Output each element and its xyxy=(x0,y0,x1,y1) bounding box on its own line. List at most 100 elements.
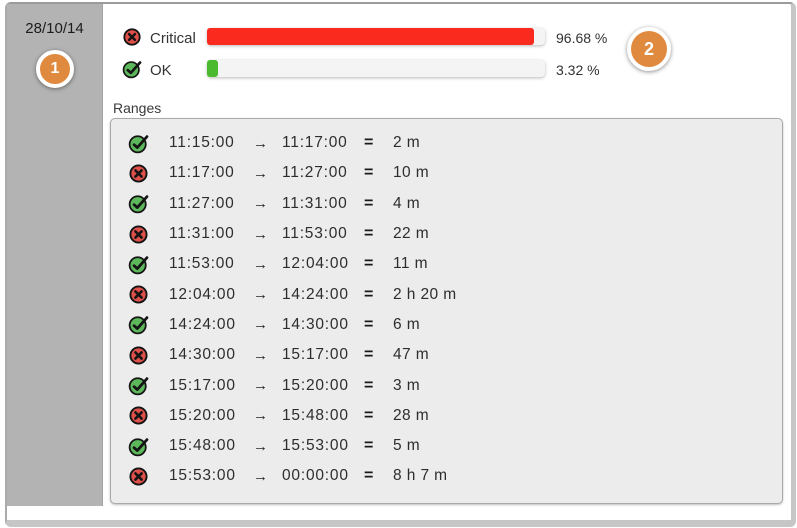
range-end-time: 14:24:00 xyxy=(282,285,349,303)
status-critical-icon xyxy=(122,27,142,47)
range-row: 15:53:00 → 00:00:00 = 8 h 7 m xyxy=(128,461,782,491)
range-duration: 3 m xyxy=(393,376,421,394)
ranges-panel: 11:15:00 → 11:17:00 = 2 m 11:17:00 → 11:… xyxy=(110,118,783,504)
range-end-time: 11:53:00 xyxy=(282,225,348,243)
range-end-time: 00:00:00 xyxy=(282,467,349,485)
range-row: 11:31:00 → 11:53:00 = 22 m xyxy=(128,219,782,249)
range-end-time: 11:17:00 xyxy=(282,134,348,152)
range-start-time: 15:48:00 xyxy=(169,437,236,455)
range-end-time: 14:30:00 xyxy=(282,315,349,333)
equals-icon: = xyxy=(364,406,374,424)
status-ok-icon xyxy=(128,436,149,457)
range-row: 15:20:00 → 15:48:00 = 28 m xyxy=(128,401,782,431)
equals-icon: = xyxy=(364,346,374,364)
status-ok-icon xyxy=(128,314,149,335)
range-start-time: 12:04:00 xyxy=(169,285,236,303)
range-row: 14:24:00 → 14:30:00 = 6 m xyxy=(128,310,782,340)
range-end-time: 15:20:00 xyxy=(282,376,349,394)
range-start-time: 15:53:00 xyxy=(169,467,236,485)
equals-icon: = xyxy=(364,467,374,485)
range-duration: 6 m xyxy=(393,315,421,333)
arrow-right-icon: → xyxy=(253,255,268,273)
status-critical-icon xyxy=(128,224,149,245)
range-end-time: 11:31:00 xyxy=(282,194,348,212)
range-start-time: 11:27:00 xyxy=(169,194,235,212)
status-critical-icon xyxy=(128,345,149,366)
range-duration: 28 m xyxy=(393,406,430,424)
status-ok-icon xyxy=(122,59,142,79)
arrow-right-icon: → xyxy=(253,377,268,395)
status-critical-icon xyxy=(128,405,149,426)
range-row: 15:17:00 → 15:20:00 = 3 m xyxy=(128,370,782,400)
critical-percent: 96.68 % xyxy=(556,30,608,46)
range-duration: 8 h 7 m xyxy=(393,467,448,485)
range-row: 12:04:00 → 14:24:00 = 2 h 20 m xyxy=(128,279,782,309)
arrow-right-icon: → xyxy=(253,225,268,243)
ok-percent: 3.32 % xyxy=(556,62,600,78)
range-start-time: 11:31:00 xyxy=(169,225,235,243)
range-end-time: 15:53:00 xyxy=(282,437,349,455)
equals-icon: = xyxy=(364,255,374,273)
range-duration: 2 m xyxy=(393,134,421,152)
equals-icon: = xyxy=(364,437,374,455)
ranges-title: Ranges xyxy=(113,100,162,116)
arrow-right-icon: → xyxy=(253,134,268,152)
range-end-time: 15:48:00 xyxy=(282,406,349,424)
status-ok-icon xyxy=(128,375,149,396)
ok-bar-track xyxy=(207,60,545,77)
range-duration: 2 h 20 m xyxy=(393,285,457,303)
range-row: 11:17:00 → 11:27:00 = 10 m xyxy=(128,158,782,188)
report-date: 28/10/14 xyxy=(25,20,84,37)
range-row: 14:30:00 → 15:17:00 = 47 m xyxy=(128,340,782,370)
status-critical-icon xyxy=(128,284,149,305)
range-duration: 10 m xyxy=(393,164,430,182)
equals-icon: = xyxy=(364,315,374,333)
range-start-time: 11:15:00 xyxy=(169,134,235,152)
arrow-right-icon: → xyxy=(253,407,268,425)
range-end-time: 11:27:00 xyxy=(282,164,348,182)
range-row: 11:15:00 → 11:17:00 = 2 m xyxy=(128,128,782,158)
arrow-right-icon: → xyxy=(253,286,268,304)
ranges-list: 11:15:00 → 11:17:00 = 2 m 11:17:00 → 11:… xyxy=(128,128,782,492)
callout-badge-1: 1 xyxy=(36,50,74,88)
equals-icon: = xyxy=(364,164,374,182)
arrow-right-icon: → xyxy=(253,316,268,334)
range-duration: 22 m xyxy=(393,225,430,243)
range-duration: 4 m xyxy=(393,194,421,212)
range-end-time: 15:17:00 xyxy=(282,346,349,364)
range-row: 15:48:00 → 15:53:00 = 5 m xyxy=(128,431,782,461)
range-row: 11:27:00 → 11:31:00 = 4 m xyxy=(128,189,782,219)
status-ok-icon xyxy=(128,254,149,275)
status-ok-icon xyxy=(128,133,149,154)
arrow-right-icon: → xyxy=(253,164,268,182)
status-ok-icon xyxy=(128,193,149,214)
range-duration: 5 m xyxy=(393,437,421,455)
range-start-time: 15:17:00 xyxy=(169,376,236,394)
equals-icon: = xyxy=(364,134,374,152)
status-critical-icon xyxy=(128,466,149,487)
report-window: 28/10/14 1 2 3 Critical 96.68 % OK 3.32 … xyxy=(5,2,796,527)
range-start-time: 11:17:00 xyxy=(169,164,235,182)
equals-icon: = xyxy=(364,225,374,243)
status-critical-icon xyxy=(128,163,149,184)
range-end-time: 12:04:00 xyxy=(282,255,349,273)
callout-badge-2: 2 xyxy=(627,27,671,71)
range-start-time: 14:24:00 xyxy=(169,315,236,333)
critical-bar-track xyxy=(207,28,545,45)
arrow-right-icon: → xyxy=(253,346,268,364)
range-start-time: 14:30:00 xyxy=(169,346,236,364)
arrow-right-icon: → xyxy=(253,467,268,485)
range-start-time: 15:20:00 xyxy=(169,406,236,424)
critical-bar-fill xyxy=(207,28,534,45)
range-row: 11:53:00 → 12:04:00 = 11 m xyxy=(128,249,782,279)
range-start-time: 11:53:00 xyxy=(169,255,235,273)
critical-label: Critical xyxy=(150,30,196,47)
equals-icon: = xyxy=(364,376,374,394)
equals-icon: = xyxy=(364,194,374,212)
arrow-right-icon: → xyxy=(253,195,268,213)
ok-label: OK xyxy=(150,62,172,79)
ok-bar-fill xyxy=(207,60,219,77)
equals-icon: = xyxy=(364,285,374,303)
arrow-right-icon: → xyxy=(253,437,268,455)
range-duration: 47 m xyxy=(393,346,430,364)
